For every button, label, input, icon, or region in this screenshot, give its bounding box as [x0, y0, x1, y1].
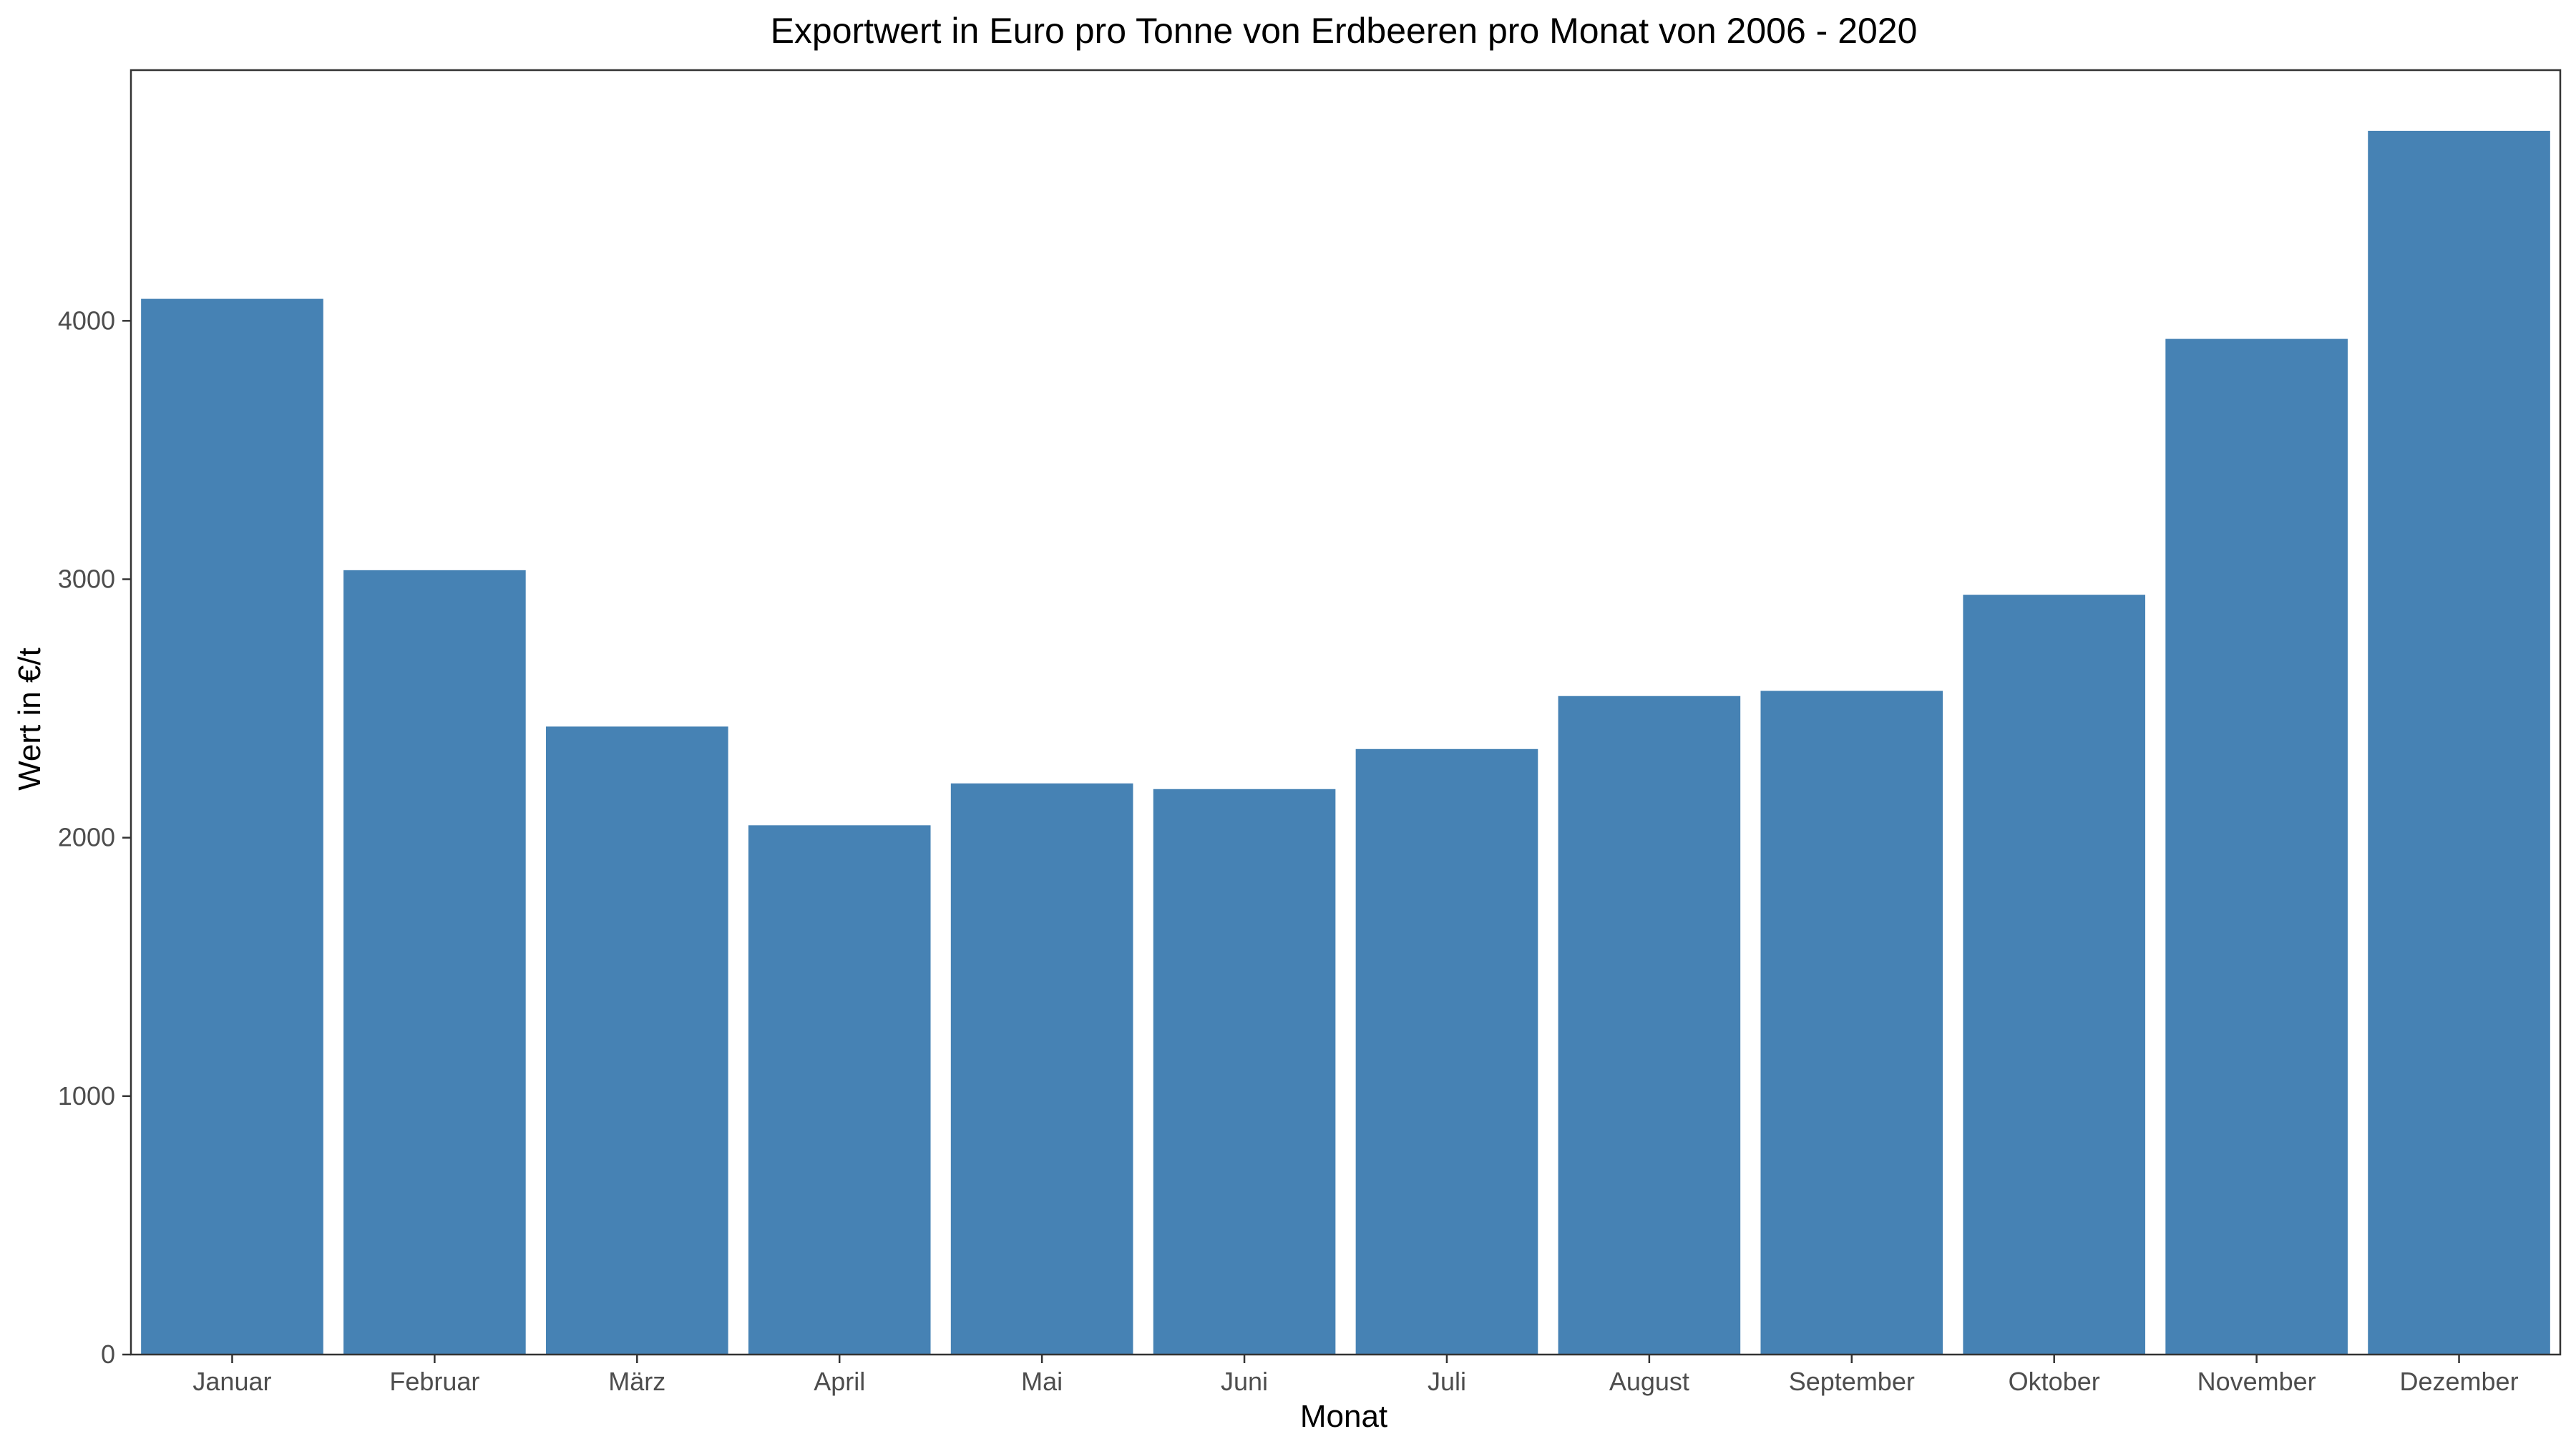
- x-tick-label: März: [608, 1367, 665, 1396]
- bar-oktober: [1963, 595, 2146, 1355]
- x-tick-label: April: [814, 1367, 865, 1396]
- x-tick-label: September: [1789, 1367, 1915, 1396]
- y-tick-label: 1000: [58, 1081, 115, 1111]
- x-tick-label: Juli: [1428, 1367, 1466, 1396]
- y-tick-label: 4000: [58, 306, 115, 335]
- bar-dezember: [2368, 130, 2550, 1355]
- chart-title: Exportwert in Euro pro Tonne von Erdbeer…: [771, 11, 1918, 51]
- bar-januar: [141, 298, 323, 1355]
- y-tick-label: 2000: [58, 823, 115, 852]
- bar-november: [2165, 338, 2348, 1355]
- x-tick-label: Mai: [1021, 1367, 1063, 1396]
- bar-april: [748, 825, 931, 1355]
- y-tick-label: 0: [101, 1340, 115, 1369]
- bar-september: [1760, 691, 1943, 1355]
- x-tick-label: Januar: [192, 1367, 271, 1396]
- bar-februar: [343, 570, 526, 1355]
- x-axis: Januar Februar März April Mai Juni Juli August S…: [192, 1355, 2519, 1396]
- plot-panel-border: [130, 69, 2562, 1356]
- bar-mai: [950, 783, 1133, 1355]
- x-tick-label: Oktober: [2009, 1367, 2100, 1396]
- x-tick-label: Februar: [389, 1367, 479, 1396]
- y-axis-title: Wert in €/t: [12, 648, 47, 791]
- y-tick-label: 3000: [58, 564, 115, 593]
- bar-juli: [1355, 748, 1538, 1355]
- x-tick-label: August: [1609, 1367, 1689, 1396]
- bars-group: [141, 130, 2550, 1355]
- bar-märz: [545, 726, 728, 1355]
- bar-juni: [1153, 789, 1336, 1355]
- x-tick-label: Juni: [1221, 1367, 1268, 1396]
- x-tick-label: November: [2197, 1367, 2316, 1396]
- y-axis: 0 1000 2000 3000 4000: [58, 306, 131, 1369]
- x-axis-title: Monat: [1300, 1399, 1387, 1434]
- x-tick-label: Dezember: [2400, 1367, 2519, 1396]
- bar-august: [1558, 696, 1741, 1355]
